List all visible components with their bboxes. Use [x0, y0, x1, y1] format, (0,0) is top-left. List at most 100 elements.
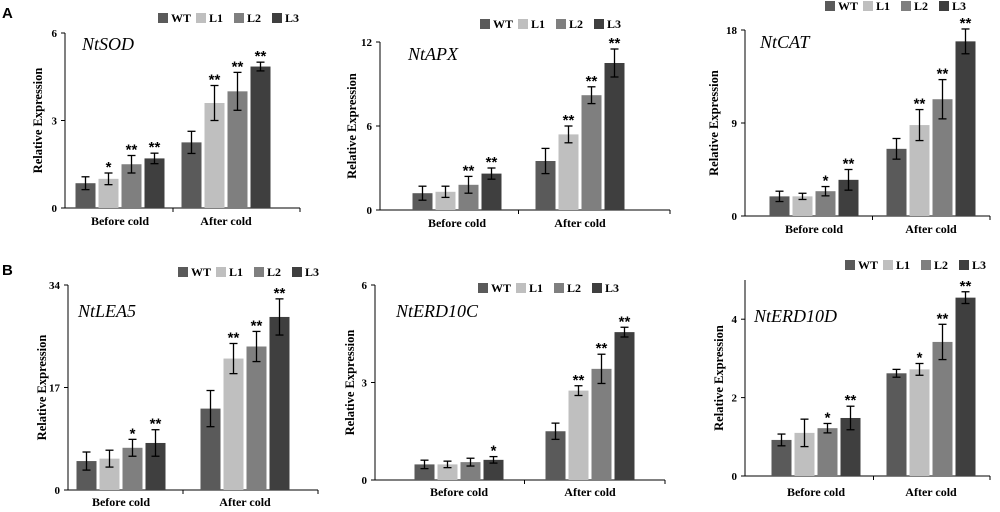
- bar: [794, 432, 815, 476]
- legend-label: L1: [229, 265, 243, 279]
- bar: [121, 164, 142, 208]
- y-tick-label: 6: [367, 121, 373, 133]
- y-tick-label: 34: [49, 280, 61, 292]
- x-category-label: After cold: [564, 485, 616, 499]
- x-category-label: Before cold: [787, 485, 845, 499]
- significance-label: *: [491, 443, 497, 460]
- bar: [840, 417, 861, 476]
- y-tick-label: 2: [732, 393, 738, 405]
- significance-label: **: [914, 96, 926, 113]
- legend-swatch: [901, 1, 911, 11]
- significance-label: **: [150, 416, 162, 433]
- legend-swatch: [158, 13, 168, 23]
- bar: [886, 148, 907, 216]
- x-category-label: Before cold: [785, 222, 843, 236]
- bar: [144, 158, 165, 208]
- chart-title: NtLEA5: [77, 301, 136, 321]
- legend-swatch: [863, 1, 873, 11]
- chart-title: NtERD10C: [395, 301, 479, 321]
- bar: [481, 173, 502, 210]
- legend-label: L3: [607, 17, 621, 31]
- x-category-label: After cold: [554, 216, 606, 230]
- x-category-label: Before cold: [92, 495, 150, 509]
- significance-label: **: [251, 317, 263, 334]
- bar: [769, 196, 790, 216]
- bar: [886, 373, 907, 476]
- legend-swatch: [594, 19, 604, 29]
- x-category-label: After cold: [905, 222, 957, 236]
- legend-swatch: [921, 260, 931, 270]
- y-axis-label: Relative Expression: [35, 335, 49, 441]
- significance-label: **: [209, 72, 221, 89]
- bar: [204, 103, 225, 208]
- bar: [558, 134, 579, 210]
- y-tick-label: 0: [732, 471, 738, 483]
- legend-label: L2: [934, 258, 948, 272]
- y-tick-label: 0: [362, 475, 368, 487]
- significance-label: *: [825, 409, 831, 426]
- legend-swatch: [825, 1, 835, 11]
- legend-swatch: [234, 13, 244, 23]
- y-axis-label: Relative Expression: [31, 68, 45, 174]
- bar: [412, 193, 433, 210]
- bar: [932, 99, 953, 216]
- bar: [98, 178, 119, 208]
- significance-label: **: [586, 73, 598, 90]
- bar: [145, 442, 166, 490]
- bar: [435, 191, 456, 210]
- significance-label: **: [619, 313, 631, 330]
- x-category-label: Before cold: [91, 214, 149, 228]
- legend-label: L2: [569, 17, 583, 31]
- bar: [250, 66, 271, 209]
- legend-label: L3: [605, 281, 619, 295]
- legend-swatch: [254, 267, 264, 277]
- bar: [909, 369, 930, 476]
- significance-label: **: [960, 278, 972, 295]
- bar: [955, 41, 976, 216]
- legend: WT L1 L2 L3: [158, 11, 299, 25]
- y-axis-label: Relative Expression: [712, 325, 726, 431]
- bar: [181, 142, 202, 208]
- chart-title: NtCAT: [759, 32, 811, 52]
- bar: [771, 439, 792, 476]
- bar: [437, 464, 458, 480]
- significance-label: *: [130, 425, 136, 442]
- significance-label: **: [228, 329, 240, 346]
- significance-label: **: [149, 139, 161, 156]
- x-category-label: Before cold: [430, 485, 488, 499]
- legend-label: L2: [247, 11, 261, 25]
- significance-label: **: [937, 310, 949, 327]
- legend-swatch: [845, 260, 855, 270]
- legend: WT L1 L2 L3: [825, 0, 966, 13]
- legend-swatch: [516, 283, 526, 293]
- bar: [75, 183, 96, 208]
- legend-label: WT: [171, 11, 191, 25]
- x-category-label: Before cold: [428, 216, 486, 230]
- chart-title: NtERD10D: [753, 306, 837, 326]
- bar: [614, 332, 635, 480]
- legend: WT L1 L2 L3: [478, 281, 619, 295]
- bar: [581, 95, 602, 210]
- bar: [932, 341, 953, 476]
- bar: [483, 459, 504, 480]
- x-category-label: After cold: [200, 214, 252, 228]
- legend-label: L1: [876, 0, 890, 13]
- significance-label: **: [255, 48, 267, 65]
- legend-label: WT: [491, 281, 511, 295]
- y-axis-label: Relative Expression: [345, 73, 359, 179]
- bar: [227, 91, 248, 208]
- legend: WT L1 L2 L3: [845, 258, 986, 272]
- significance-label: *: [917, 349, 923, 366]
- bar: [223, 358, 244, 490]
- bar: [568, 390, 589, 480]
- chart-title: NtAPX: [407, 44, 459, 64]
- legend-swatch: [556, 19, 566, 29]
- legend-label: WT: [191, 265, 211, 279]
- bar: [200, 408, 221, 490]
- bar: [955, 297, 976, 476]
- legend-label: L2: [267, 265, 281, 279]
